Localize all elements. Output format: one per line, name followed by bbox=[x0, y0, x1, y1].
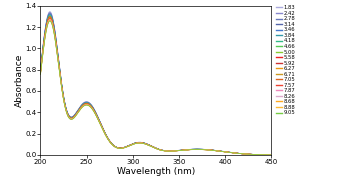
Y-axis label: Absorbance: Absorbance bbox=[15, 54, 24, 107]
Legend: 1.83, 2.42, 2.78, 3.14, 3.46, 3.84, 4.18, 4.66, 5.00, 5.58, 5.92, 6.27, 6.71, 7.: 1.83, 2.42, 2.78, 3.14, 3.46, 3.84, 4.18… bbox=[276, 5, 295, 115]
X-axis label: Wavelength (nm): Wavelength (nm) bbox=[117, 167, 195, 176]
